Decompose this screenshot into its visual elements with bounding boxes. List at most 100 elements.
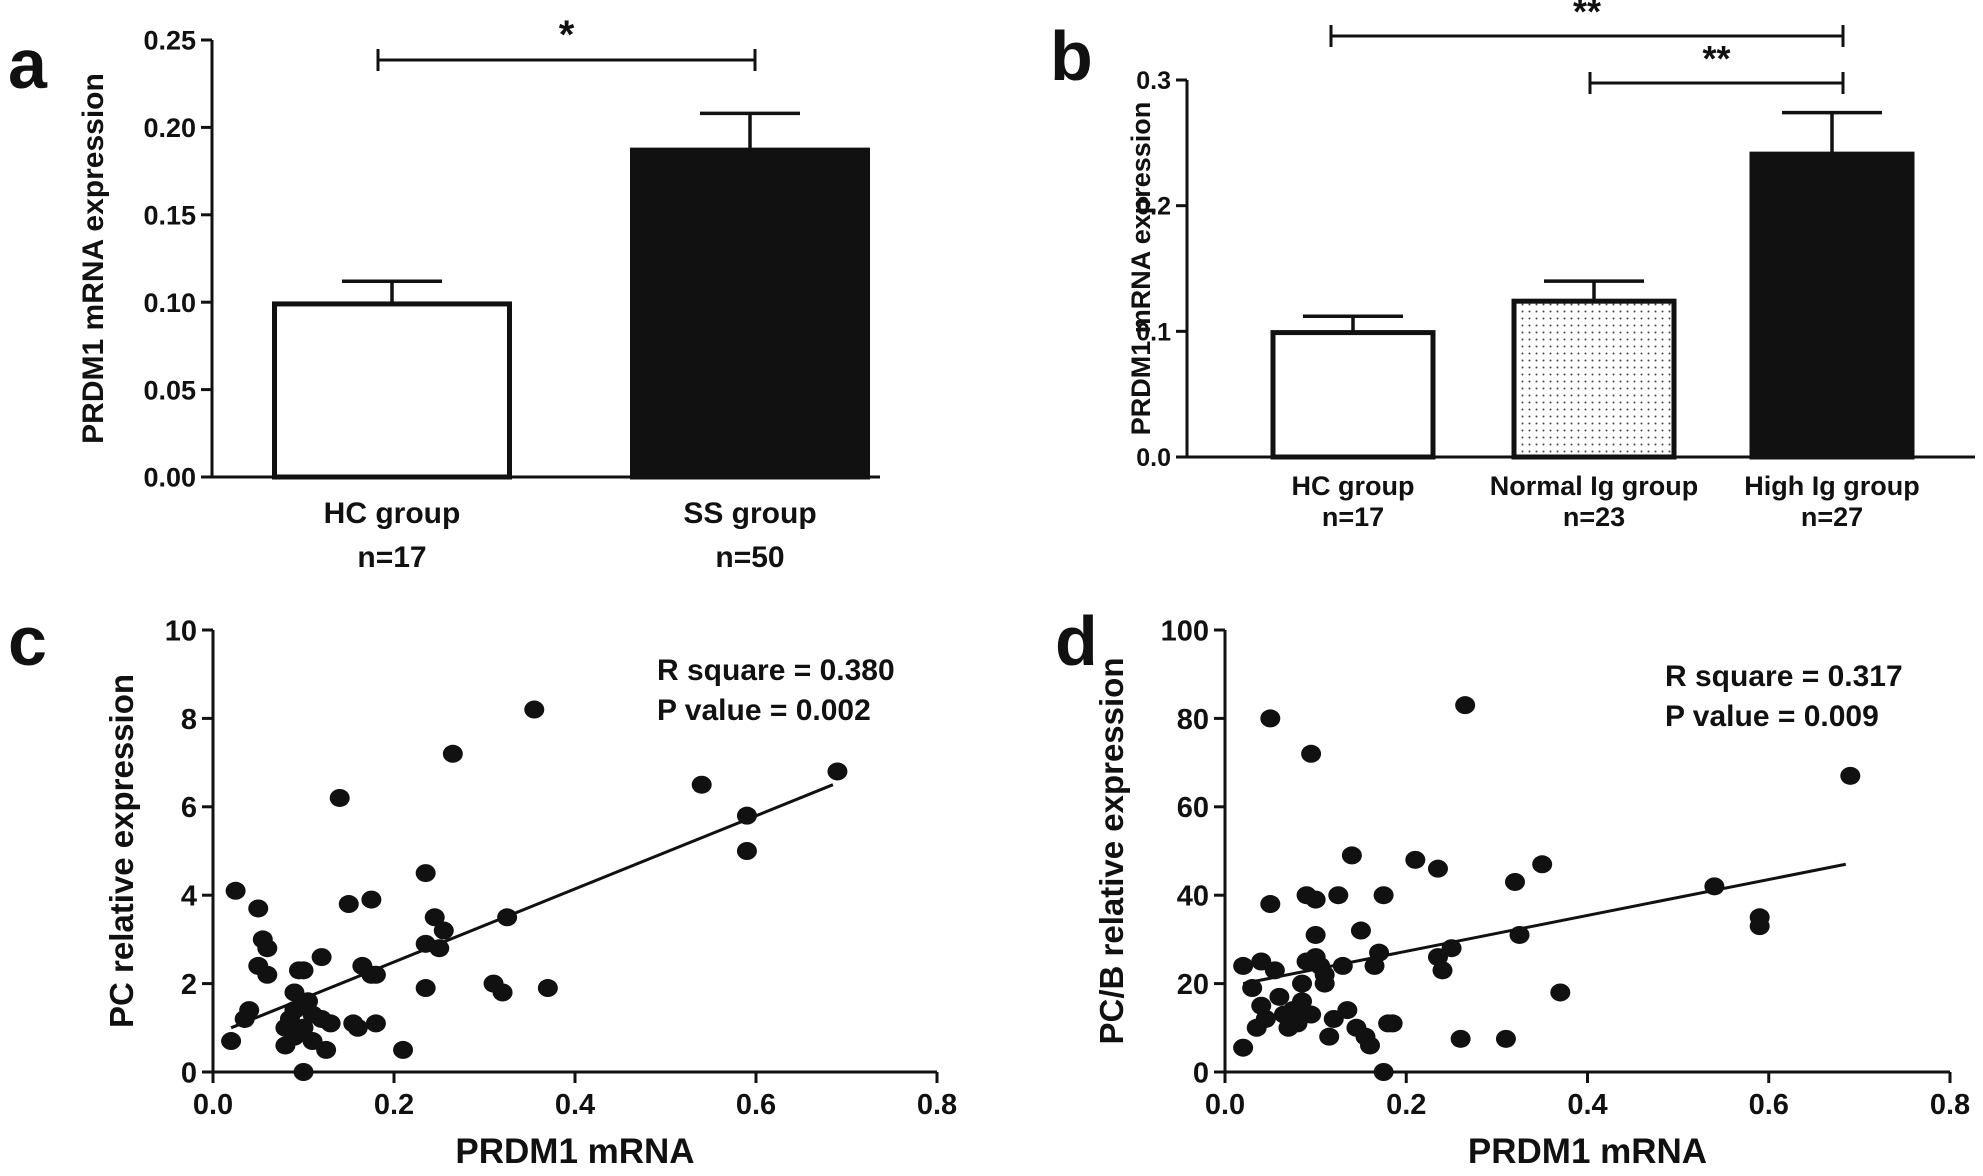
data-point (424, 908, 445, 927)
data-point (1427, 859, 1448, 878)
data-point (1532, 855, 1553, 874)
x-tick-label: 0.4 (555, 1089, 595, 1121)
regression-line (1242, 862, 1847, 986)
y-tick-label: 0.00 (143, 463, 196, 493)
data-point (1550, 983, 1571, 1002)
y-tick-label: 6 (181, 792, 197, 824)
data-point (1260, 895, 1281, 914)
data-point (1350, 921, 1371, 940)
y-tick-label: 100 (1161, 615, 1209, 647)
sample-size-label: n=17 (357, 541, 426, 574)
panel-letter-a: a (8, 25, 48, 103)
data-point (433, 921, 454, 940)
bar (1270, 330, 1436, 460)
panel-letter-c: c (8, 602, 47, 680)
data-point (1319, 1027, 1340, 1046)
data-point (415, 864, 436, 883)
y-tick-label: 0.10 (143, 288, 196, 318)
data-point (537, 979, 558, 998)
data-point (1382, 1014, 1403, 1033)
y-tick-label: 20 (1177, 969, 1209, 1001)
x-axis-label: PRDM1 mRNA (1468, 1132, 1707, 1171)
x-tick-label: 0.8 (1930, 1089, 1970, 1121)
category-label: Normal Ig group (1490, 471, 1699, 501)
data-point (1260, 709, 1281, 728)
data-point (365, 1014, 386, 1033)
stat-annotation: R square = 0.380 (657, 654, 895, 687)
data-point (1373, 886, 1394, 905)
data-point (257, 939, 278, 958)
x-tick-label: 0.0 (1205, 1089, 1245, 1121)
y-tick-label: 10 (165, 615, 197, 647)
category-label: High Ig group (1744, 471, 1919, 501)
bar (630, 147, 870, 480)
stat-annotation: P value = 0.002 (657, 694, 871, 727)
x-axis-label: PRDM1 mRNA (455, 1132, 694, 1171)
x-tick-label: 0.4 (1567, 1089, 1607, 1121)
bar (1511, 298, 1677, 460)
y-axis-label: PRDM1 mRNA expression (77, 73, 110, 444)
data-point (429, 939, 450, 958)
data-point (492, 983, 513, 1002)
x-tick-label: 0.0 (193, 1089, 233, 1121)
y-tick-label: 60 (1177, 792, 1209, 824)
data-point (257, 965, 278, 984)
category-label: HC group (1292, 471, 1415, 501)
y-tick-label: 2 (181, 969, 197, 1001)
x-tick-label: 0.2 (374, 1089, 414, 1121)
x-tick-label: 0.8 (917, 1089, 957, 1121)
y-tick-label: 0.25 (143, 26, 196, 56)
category-label: SS group (683, 497, 816, 530)
data-point (1269, 987, 1290, 1006)
significance-label: ** (1702, 38, 1730, 79)
y-tick-label: 0 (1193, 1057, 1209, 1089)
significance-label: ** (1573, 0, 1601, 32)
data-point (1341, 846, 1362, 865)
sample-size-label: n=23 (1563, 502, 1625, 532)
data-point (1233, 1038, 1254, 1057)
y-tick-label: 40 (1177, 881, 1209, 913)
data-point (1405, 850, 1426, 869)
data-point (316, 1040, 337, 1059)
data-point (415, 979, 436, 998)
sample-size-label: n=17 (1322, 502, 1384, 532)
data-point (361, 890, 382, 909)
bar (272, 301, 512, 480)
data-point (1495, 1029, 1516, 1048)
significance-label: * (559, 13, 575, 57)
category-label: HC group (324, 497, 461, 530)
y-tick-label: 8 (181, 704, 197, 736)
y-tick-label: 0 (181, 1057, 197, 1089)
y-tick-label: 4 (181, 881, 197, 913)
data-point (221, 1032, 242, 1051)
data-point (1337, 1001, 1358, 1020)
data-point (1450, 1029, 1471, 1048)
data-point (225, 881, 246, 900)
y-axis-label: PC/B relative expression (1093, 657, 1130, 1044)
data-point (320, 1014, 341, 1033)
panel-b-chart: 0.0 0.1 0.2 0.3 PRDM1 mRNA expression HC grou… (1126, 0, 1975, 532)
regression-line (230, 783, 834, 1030)
data-point (442, 744, 463, 763)
data-point (347, 1018, 368, 1037)
data-point (1255, 1009, 1276, 1028)
data-point (293, 1063, 314, 1081)
data-point (1360, 1036, 1380, 1055)
data-point (524, 700, 545, 719)
data-point (1432, 961, 1453, 980)
data-point (1233, 956, 1254, 975)
data-point (1749, 917, 1770, 936)
y-tick-label: 0.20 (143, 113, 196, 143)
data-point (1292, 974, 1313, 993)
y-tick-label: 0.1 (1136, 318, 1171, 346)
data-point (329, 788, 350, 807)
bar (1749, 151, 1915, 460)
data-point (1328, 886, 1349, 905)
y-axis-label: PC relative expression (103, 674, 140, 1028)
x-tick-label: 0.6 (736, 1089, 776, 1121)
data-point (1301, 1005, 1322, 1024)
data-point (311, 948, 332, 967)
data-point (338, 895, 359, 914)
data-point (1305, 890, 1326, 909)
data-point (736, 842, 757, 860)
